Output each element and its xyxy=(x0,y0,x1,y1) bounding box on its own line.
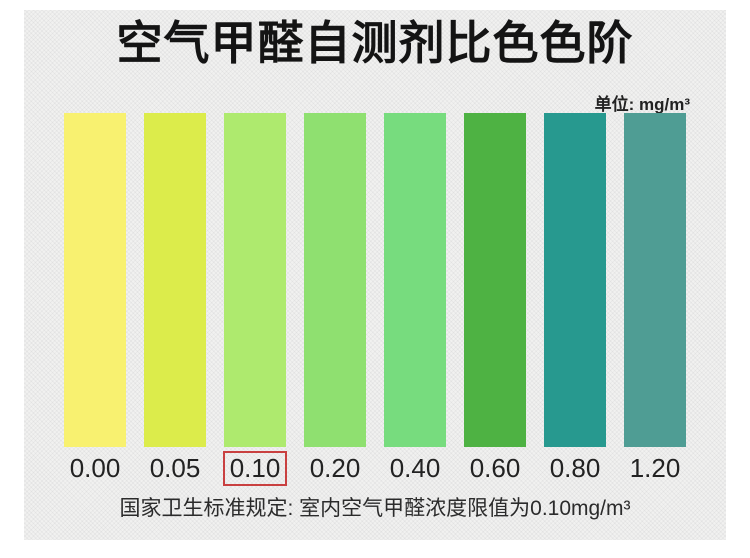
page-title: 空气甲醛自测剂比色色阶 xyxy=(116,18,634,69)
color-chart-panel: 空气甲醛自测剂比色色阶 单位: mg/m³ 0.00 0.05 0.10 0.20 0.… xyxy=(24,10,726,540)
color-step: 0.05 xyxy=(144,113,206,486)
value-label: 0.20 xyxy=(303,451,368,486)
unit-label: 单位: mg/m³ xyxy=(594,95,690,114)
color-scale: 0.00 0.05 0.10 0.20 0.40 0.60 0.80 1.20 xyxy=(24,113,726,486)
color-swatch xyxy=(384,113,446,447)
color-swatch xyxy=(544,113,606,447)
color-step: 0.20 xyxy=(304,113,366,486)
color-step: 0.60 xyxy=(464,113,526,486)
color-swatch xyxy=(624,113,686,447)
value-text: 0.40 xyxy=(389,453,441,483)
color-step: 1.20 xyxy=(624,113,686,486)
color-swatch xyxy=(304,113,366,447)
value-label: 0.05 xyxy=(143,451,208,486)
value-text: 0.00 xyxy=(69,453,121,483)
color-step: 0.40 xyxy=(384,113,446,486)
color-step: 0.10 xyxy=(222,113,288,486)
value-text: 0.10 xyxy=(222,451,288,486)
color-swatch xyxy=(144,113,206,447)
value-label: 1.20 xyxy=(623,451,688,486)
color-swatch xyxy=(464,113,526,447)
value-label: 0.40 xyxy=(383,451,448,486)
value-label: 0.00 xyxy=(63,451,128,486)
color-step: 0.00 xyxy=(64,113,126,486)
value-label: 0.60 xyxy=(463,451,528,486)
value-label-highlighted: 0.10 xyxy=(222,451,288,486)
color-swatch xyxy=(224,113,286,447)
value-label: 0.80 xyxy=(543,451,608,486)
value-text: 0.05 xyxy=(149,453,201,483)
value-text: 0.60 xyxy=(469,453,521,483)
value-text: 0.20 xyxy=(309,453,361,483)
value-text: 1.20 xyxy=(629,453,681,483)
standard-note: 国家卫生标准规定: 室内空气甲醛浓度限值为0.10mg/m³ xyxy=(119,497,631,520)
value-text: 0.80 xyxy=(549,453,601,483)
color-step: 0.80 xyxy=(544,113,606,486)
color-swatch xyxy=(64,113,126,447)
